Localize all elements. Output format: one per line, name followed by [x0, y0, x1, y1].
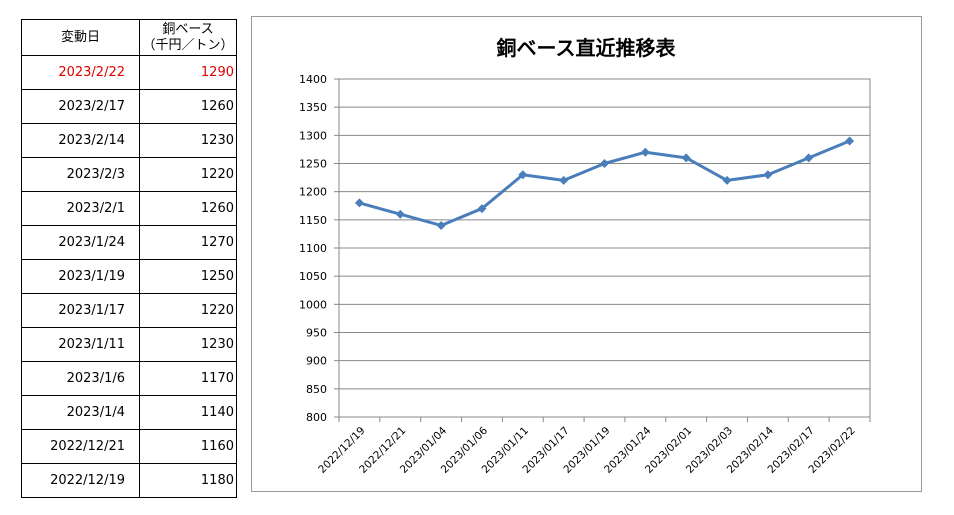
data-point [436, 220, 446, 230]
cell-value: 1270 [139, 225, 237, 260]
data-point [477, 204, 487, 214]
cell-date: 2023/1/11 [21, 327, 140, 362]
cell-value: 1140 [139, 395, 237, 430]
data-point [518, 170, 528, 180]
y-tick-label: 800 [306, 411, 327, 424]
cell-value: 1160 [139, 429, 237, 464]
price-table: 変動日 銅ベース （千円／トン） 2023/2/22 1290 2023/2/17 1… [21, 19, 237, 498]
table-row: 2023/2/3 1220 [21, 157, 237, 192]
plot-area [338, 78, 871, 418]
data-point [763, 170, 773, 180]
cell-date: 2022/12/19 [21, 463, 140, 498]
y-tick-label: 850 [306, 383, 327, 396]
table-row: 2023/1/19 1250 [21, 259, 237, 294]
cell-date: 2023/1/6 [21, 361, 140, 396]
y-tick-label: 1050 [299, 270, 327, 283]
cell-date: 2023/2/1 [21, 191, 140, 226]
y-tick-label: 1350 [299, 101, 327, 114]
data-point [600, 159, 609, 168]
table-header-row: 変動日 銅ベース （千円／トン） [21, 19, 237, 56]
data-point [354, 198, 364, 208]
data-point [395, 209, 405, 219]
y-tick-label: 1100 [299, 242, 327, 255]
data-point [559, 175, 569, 185]
cell-value: 1230 [139, 123, 237, 158]
data-point [681, 153, 691, 163]
table-row: 2023/1/6 1170 [21, 361, 237, 396]
y-tick-label: 1150 [299, 214, 327, 227]
cell-value: 1180 [139, 463, 237, 498]
chart-frame: 銅ベース直近推移表 800 850 900 950 1000 1050 1100 1150 12… [251, 16, 922, 492]
cell-value: 1220 [139, 157, 237, 192]
table-body: 2023/2/22 1290 2023/2/17 1260 2023/2/14 1230 2… [21, 55, 237, 498]
line-chart: 銅ベース直近推移表 800 850 900 950 1000 1050 1100 1150 12… [299, 36, 871, 476]
y-tick-label: 1400 [299, 73, 327, 86]
data-point [804, 153, 814, 163]
cell-date: 2023/2/3 [21, 157, 140, 192]
header-date: 変動日 [21, 19, 140, 56]
cell-value: 1260 [139, 191, 237, 226]
cell-date: 2023/2/17 [21, 89, 140, 124]
y-tick-label: 1250 [299, 158, 327, 171]
data-point [845, 136, 855, 146]
table-row: 2023/1/11 1230 [21, 327, 237, 362]
header-value-line1: 銅ベース [162, 21, 214, 37]
y-tick-label: 1200 [299, 186, 327, 199]
cell-value: 1250 [139, 259, 237, 294]
cell-value: 1290 [139, 55, 237, 90]
header-value: 銅ベース （千円／トン） [139, 19, 237, 56]
y-tick-label: 950 [306, 327, 327, 340]
table-row: 2023/1/4 1140 [21, 395, 237, 430]
table-row: 2022/12/19 1180 [21, 463, 237, 498]
table-row: 2023/2/1 1260 [21, 191, 237, 226]
cell-date: 2023/1/19 [21, 259, 140, 294]
series-line [359, 139, 851, 227]
cell-date: 2023/1/4 [21, 395, 140, 430]
cell-date: 2023/1/17 [21, 293, 140, 328]
cell-value: 1260 [139, 89, 237, 124]
cell-date: 2023/2/22 [21, 55, 140, 90]
y-tick-label: 900 [306, 355, 327, 368]
y-tick-label: 1000 [299, 298, 327, 311]
cell-value: 1170 [139, 361, 237, 396]
data-point [722, 175, 732, 185]
table-row: 2023/2/22 1290 [21, 55, 237, 90]
cell-value: 1230 [139, 327, 237, 362]
cell-date: 2023/1/24 [21, 225, 140, 260]
data-point [640, 147, 650, 157]
table-row: 2023/1/24 1270 [21, 225, 237, 260]
table-row: 2023/1/17 1220 [21, 293, 237, 328]
y-tick-label: 1300 [299, 129, 327, 142]
table-row: 2022/12/21 1160 [21, 429, 237, 464]
table-row: 2023/2/17 1260 [21, 89, 237, 124]
chart-title: 銅ベース直近推移表 [497, 36, 677, 60]
header-value-line2: （千円／トン） [142, 37, 234, 53]
cell-date: 2023/2/14 [21, 123, 140, 158]
cell-value: 1220 [139, 293, 237, 328]
table-row: 2023/2/14 1230 [21, 123, 237, 158]
cell-date: 2022/12/21 [21, 429, 140, 464]
